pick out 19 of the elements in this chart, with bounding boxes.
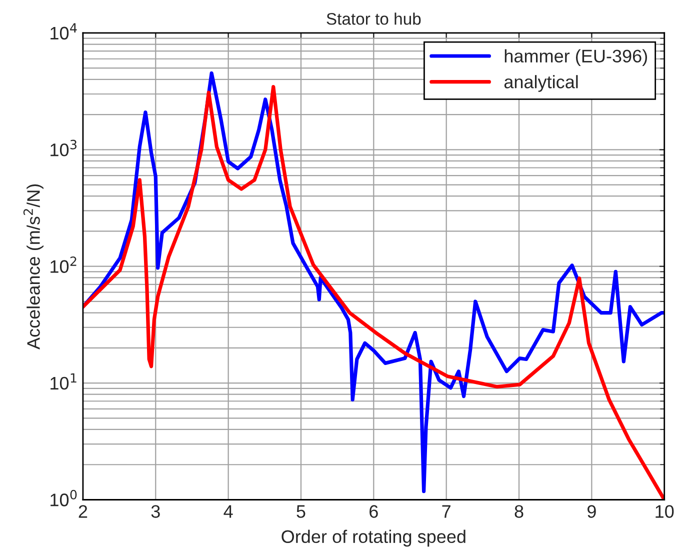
y-tick-label: 10$^{2}$ bbox=[50, 256, 76, 273]
y-tick-label: 10$^{3}$ bbox=[50, 140, 76, 156]
y-axis-title: Acceleance (m/s$^{2}$/N) bbox=[23, 184, 44, 350]
x-tick-label: 8 bbox=[514, 505, 524, 518]
chart-title: Stator to hub bbox=[326, 12, 421, 25]
y-tick-label: 10$^{4}$ bbox=[50, 23, 77, 40]
x-tick-label: 4 bbox=[224, 505, 233, 518]
y-tick-label: 10$^{0}$ bbox=[50, 490, 77, 506]
y-tick-label: 10$^{1}$ bbox=[50, 373, 76, 390]
x-tick-label: 2 bbox=[78, 505, 88, 518]
x-tick-label: 5 bbox=[296, 505, 306, 518]
x-tick-label: 9 bbox=[588, 505, 596, 518]
x-tick-label: 6 bbox=[370, 505, 378, 518]
x-axis-title: Order of rotating speed bbox=[282, 530, 466, 547]
legend-label: analytical bbox=[504, 75, 578, 92]
x-tick-label: 10 bbox=[656, 505, 674, 518]
legend-label: hammer (EU-396) bbox=[504, 49, 647, 66]
x-tick-label: 7 bbox=[442, 505, 450, 518]
x-tick-label: 3 bbox=[151, 505, 160, 518]
